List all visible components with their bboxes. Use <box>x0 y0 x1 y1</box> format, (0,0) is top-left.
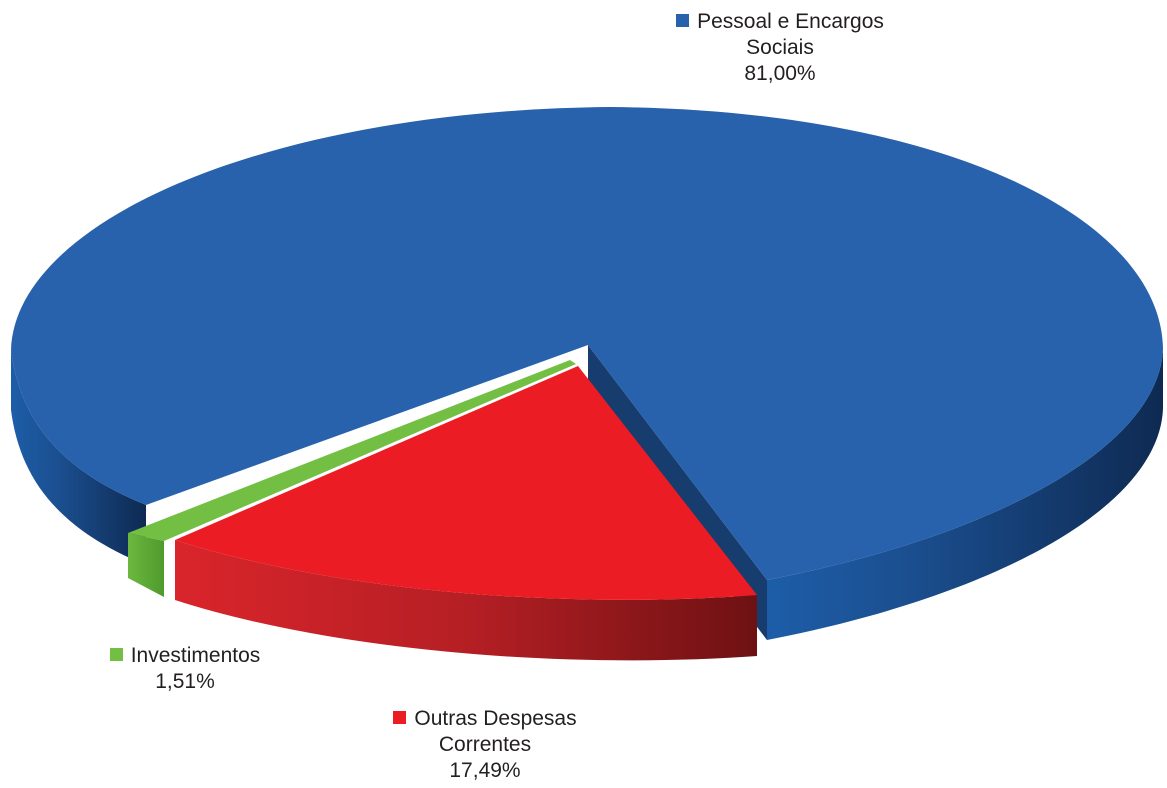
slice-pessoal-side <box>11 350 146 565</box>
slice-investimentos-top <box>128 360 576 541</box>
label-investimentos-line1: Investimentos <box>130 644 261 667</box>
legend-swatch-outras <box>393 711 407 724</box>
legend-swatch-investimentos <box>109 648 123 661</box>
label-investimentos: Investimentos 1,51% <box>70 643 300 695</box>
label-outras-line2: Correntes <box>438 733 532 756</box>
label-investimentos-value: 1,51% <box>155 670 215 693</box>
label-pessoal-line2: Sociais <box>746 36 814 59</box>
legend-swatch-pessoal <box>676 14 690 27</box>
label-pessoal-value: 81,00% <box>744 62 816 85</box>
label-pessoal: Pessoal e Encargos Sociais 81,00% <box>630 9 930 87</box>
label-pessoal-line1: Pessoal e Encargos <box>697 10 884 33</box>
slice-pessoal-side-right <box>767 348 1163 640</box>
label-outras-value: 17,49% <box>449 759 521 782</box>
slice-outras-top <box>175 366 757 600</box>
slice-outras-side <box>175 540 757 661</box>
slice-outras <box>175 366 757 661</box>
slice-pessoal-top <box>11 107 1163 580</box>
slice-investimentos <box>128 360 576 597</box>
label-outras: Outras Despesas Correntes 17,49% <box>345 706 625 784</box>
label-outras-line1: Outras Despesas <box>414 707 577 730</box>
slice-investimentos-side <box>128 533 164 597</box>
